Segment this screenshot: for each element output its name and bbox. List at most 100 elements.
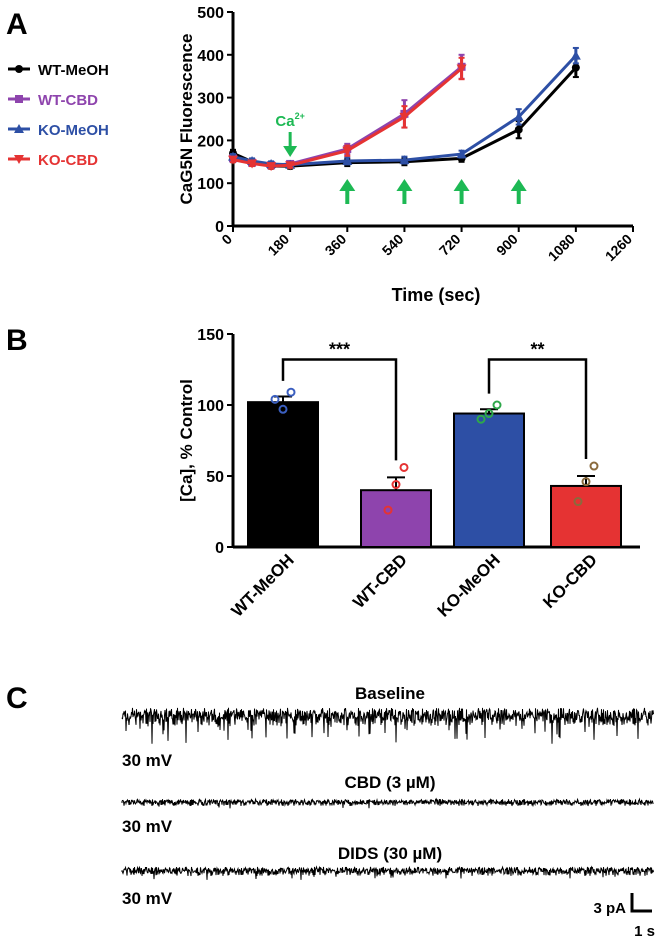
calcium-label: Ca2+ bbox=[275, 111, 304, 130]
trace-scale-dids: 30 mV bbox=[122, 889, 173, 908]
data-point-ko-cbd bbox=[456, 64, 467, 74]
bar-wt-meoh bbox=[247, 401, 319, 548]
data-point-ko-meoh bbox=[342, 155, 353, 165]
stimulus-arrow-head bbox=[453, 179, 470, 191]
legend-marker-ko-meoh bbox=[14, 124, 24, 133]
data-point-wt-meoh bbox=[514, 125, 523, 134]
x-tick-label: 1260 bbox=[602, 231, 635, 264]
legend-label-wt-cbd: WT-CBD bbox=[38, 92, 98, 109]
replicate-point-ko-cbd bbox=[589, 461, 599, 471]
replicate-point-ko-meoh bbox=[476, 414, 486, 424]
bar-ko-cbd bbox=[550, 484, 622, 549]
replicate-point-wt-meoh bbox=[270, 394, 280, 404]
legend-label-wt-meoh: WT-MeOH bbox=[38, 62, 109, 79]
chart-series bbox=[228, 46, 581, 172]
category-label-wt-cbd: WT-CBD bbox=[349, 550, 411, 612]
replicate-point-wt-cbd bbox=[383, 505, 393, 515]
y-tick-label-b: 100 bbox=[197, 398, 224, 415]
y-tick-label: 0 bbox=[215, 219, 224, 236]
panel-label-b: B bbox=[6, 324, 28, 357]
significance-bracket bbox=[487, 358, 588, 459]
scale-bar-current: 3 pA bbox=[593, 900, 626, 917]
replicate-point-wt-cbd bbox=[399, 462, 409, 472]
stimulus-arrow-head bbox=[510, 179, 527, 191]
chart-annotations: Ca2+ bbox=[275, 111, 527, 204]
bar-series: WT-MeOH WT-CBD KO-MeOH KO-CBD bbox=[228, 387, 622, 621]
calcium-label-text: Ca bbox=[275, 113, 295, 130]
stimulus-arrow-head bbox=[339, 179, 356, 191]
y-tick-label: 100 bbox=[197, 176, 224, 193]
data-point-ko-meoh bbox=[399, 155, 410, 165]
x-tick-label: 0 bbox=[218, 231, 235, 248]
legend-label-ko-meoh: KO-MeOH bbox=[38, 122, 109, 139]
bar-ko-meoh bbox=[453, 412, 525, 548]
legend-marker-wt-cbd bbox=[15, 95, 23, 103]
y-tick-label-b: 150 bbox=[197, 327, 224, 344]
replicate-point-ko-meoh bbox=[484, 409, 494, 419]
legend-marker-wt-meoh bbox=[15, 65, 23, 73]
x-tick-label: 720 bbox=[436, 231, 464, 259]
legend-entry-ko-cbd: KO-CBD bbox=[8, 152, 98, 169]
data-point-wt-meoh bbox=[571, 63, 580, 72]
data-point-ko-cbd bbox=[399, 112, 410, 122]
data-point-ko-cbd bbox=[247, 159, 258, 169]
replicate-point-ko-cbd bbox=[581, 477, 591, 487]
category-label-ko-cbd: KO-CBD bbox=[539, 550, 601, 612]
scale-bar-time: 1 s bbox=[634, 923, 655, 940]
significance-stars: ** bbox=[530, 340, 544, 360]
legend-entry-wt-meoh: WT-MeOH bbox=[8, 62, 109, 79]
replicate-point-ko-meoh bbox=[492, 400, 502, 410]
x-tick-label: 900 bbox=[493, 231, 521, 259]
y-tick-label: 500 bbox=[197, 5, 224, 22]
trace-scale-cbd: 30 mV bbox=[122, 817, 173, 836]
data-point-ko-cbd bbox=[228, 155, 238, 165]
panel-label-a: A bbox=[6, 8, 28, 41]
data-point-ko-meoh bbox=[513, 111, 524, 121]
scale-bar-lines bbox=[630, 893, 652, 913]
trace-scale-baseline: 30 mV bbox=[122, 751, 173, 770]
trace-cbd bbox=[121, 797, 654, 809]
legend-entry-wt-cbd: WT-CBD bbox=[8, 92, 98, 109]
line-chart: WT-MeOH WT-CBD KO-MeOH KO-CBD 0 100 200 300… bbox=[8, 5, 635, 305]
x-tick-label: 1080 bbox=[545, 231, 578, 264]
data-point-ko-cbd bbox=[266, 162, 277, 172]
y-tick-label-b: 0 bbox=[215, 540, 224, 557]
replicate-point-wt-meoh bbox=[286, 387, 296, 397]
y-tick-label: 200 bbox=[197, 133, 224, 150]
stimulus-arrow-head bbox=[396, 179, 413, 191]
data-point-ko-meoh bbox=[570, 50, 581, 60]
y-axis-label-b: [Ca], % Control bbox=[177, 379, 196, 502]
trace-title-dids: DIDS (30 µM) bbox=[338, 844, 442, 863]
calcium-label-superscript: 2+ bbox=[295, 111, 305, 121]
trace-title-baseline: Baseline bbox=[355, 684, 425, 703]
y-tick-label-b: 50 bbox=[206, 469, 224, 486]
scale-bar: 3 pA 1 s bbox=[593, 893, 655, 940]
data-point-ko-meoh bbox=[456, 149, 467, 159]
trace-dids bbox=[121, 865, 654, 880]
replicate-point-ko-cbd bbox=[573, 497, 583, 507]
trace-title-cbd: CBD (3 µM) bbox=[344, 773, 435, 792]
data-point-ko-cbd bbox=[285, 161, 296, 171]
calcium-arrow-head bbox=[283, 146, 298, 157]
chart-axes: 0 100 200 300 400 500 0 180 360 540 720 900 1080 1260 bbox=[197, 5, 635, 264]
y-tick-label: 400 bbox=[197, 48, 224, 65]
y-axis-label: CaG5N Fluorescence bbox=[177, 33, 196, 204]
replicate-point-wt-meoh bbox=[278, 404, 288, 414]
x-tick-label: 540 bbox=[379, 231, 407, 259]
x-tick-label: 360 bbox=[322, 231, 350, 259]
legend-entry-ko-meoh: KO-MeOH bbox=[8, 122, 109, 139]
y-tick-label: 300 bbox=[197, 91, 224, 108]
current-traces: Baseline 30 mV CBD (3 µM) 30 mV DIDS (30… bbox=[121, 684, 655, 940]
category-label-ko-meoh: KO-MeOH bbox=[434, 550, 504, 620]
bar-wt-cbd bbox=[360, 489, 432, 549]
x-tick-label: 180 bbox=[264, 231, 292, 259]
significance-brackets: *** ** bbox=[281, 340, 588, 461]
significance-stars: *** bbox=[329, 340, 350, 360]
data-point-ko-cbd bbox=[342, 146, 353, 156]
replicate-point-wt-cbd bbox=[391, 480, 401, 490]
significance-bracket bbox=[281, 358, 398, 461]
trace-baseline bbox=[121, 707, 654, 744]
panel-label-c: C bbox=[6, 682, 28, 715]
